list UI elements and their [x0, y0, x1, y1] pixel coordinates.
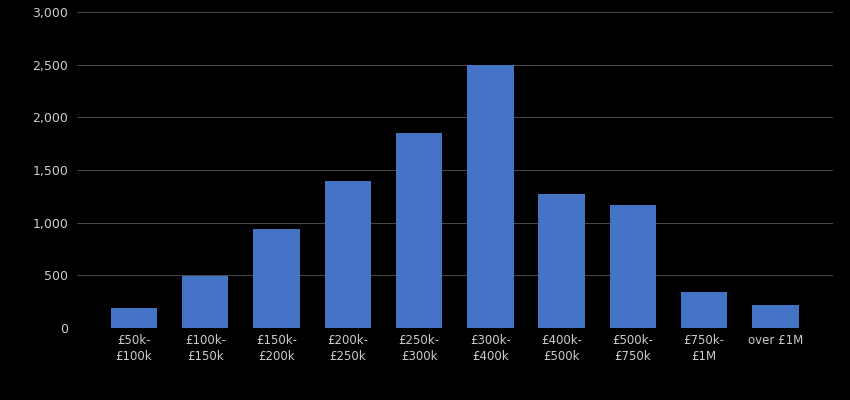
Bar [110, 308, 157, 328]
Bar [681, 292, 728, 328]
Bar [539, 194, 585, 328]
Bar [325, 180, 371, 328]
Bar [752, 305, 799, 328]
Bar [468, 65, 513, 328]
Bar [253, 229, 300, 328]
Bar [609, 205, 656, 328]
Bar [396, 133, 442, 328]
Bar [182, 276, 229, 328]
